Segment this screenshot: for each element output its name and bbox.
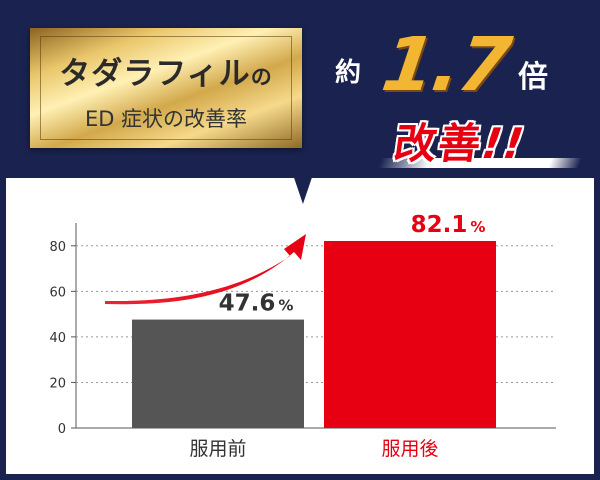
value-label-after: 82.1% <box>411 212 486 238</box>
value-unit: % <box>278 297 293 315</box>
y-tick-label: 60 <box>49 285 66 300</box>
value-number: 47.6 <box>219 291 276 317</box>
value-number: 82.1 <box>411 212 468 238</box>
value-label-before: 47.6% <box>219 291 294 317</box>
gold-plate-border <box>40 36 292 140</box>
category-label-after: 服用後 <box>381 438 438 460</box>
tagline-prefix: 約 <box>335 58 362 88</box>
y-tick-label: 20 <box>49 376 66 391</box>
gold-subtitle: ED 症状の改善率 <box>84 107 248 131</box>
y-tick-label: 0 <box>58 422 66 437</box>
drug-name: タダラフィル <box>59 56 251 92</box>
bar-before <box>132 319 304 428</box>
drug-name-particle: の <box>250 65 273 89</box>
tagline-suffix: 倍 <box>518 60 548 95</box>
bar-after <box>324 240 496 428</box>
trend-arrow <box>105 234 306 305</box>
header-banner: タダラフィルの ED 症状の改善率 約 1.7 倍 改善!! <box>0 0 600 205</box>
improvement-tagline: 約 1.7 倍 改善!! <box>325 22 590 182</box>
y-tick-label: 80 <box>49 240 66 255</box>
drug-title: タダラフィルの <box>30 48 302 93</box>
category-label-before: 服用前 <box>189 438 246 460</box>
y-tick-label: 40 <box>49 331 66 346</box>
value-unit: % <box>470 218 485 236</box>
gold-title-plate: タダラフィルの ED 症状の改善率 <box>30 28 302 148</box>
